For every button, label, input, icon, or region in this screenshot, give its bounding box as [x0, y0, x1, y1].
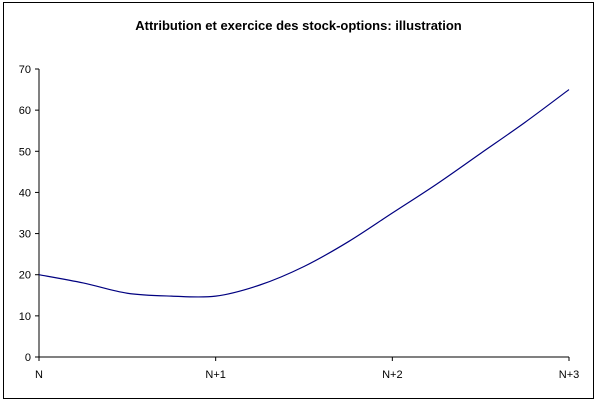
- y-tick-label: 10: [19, 311, 31, 323]
- y-tick-label: 40: [19, 187, 31, 199]
- y-tick-label: 60: [19, 105, 31, 117]
- x-tick-label: N+2: [382, 369, 403, 381]
- y-tick-label: 70: [19, 64, 31, 76]
- y-tick-label: 30: [19, 229, 31, 241]
- y-tick-label: 0: [25, 352, 31, 364]
- series-line: [38, 89, 570, 298]
- chart-title: Attribution et exercice des stock-option…: [135, 18, 462, 33]
- y-tick-label: 20: [19, 270, 31, 282]
- x-tick-label: N+3: [559, 369, 580, 381]
- chart-frame: [3, 2, 594, 399]
- x-tick-label: N: [35, 369, 43, 381]
- x-tick-label: N+1: [205, 369, 226, 381]
- y-tick-label: 50: [19, 146, 31, 158]
